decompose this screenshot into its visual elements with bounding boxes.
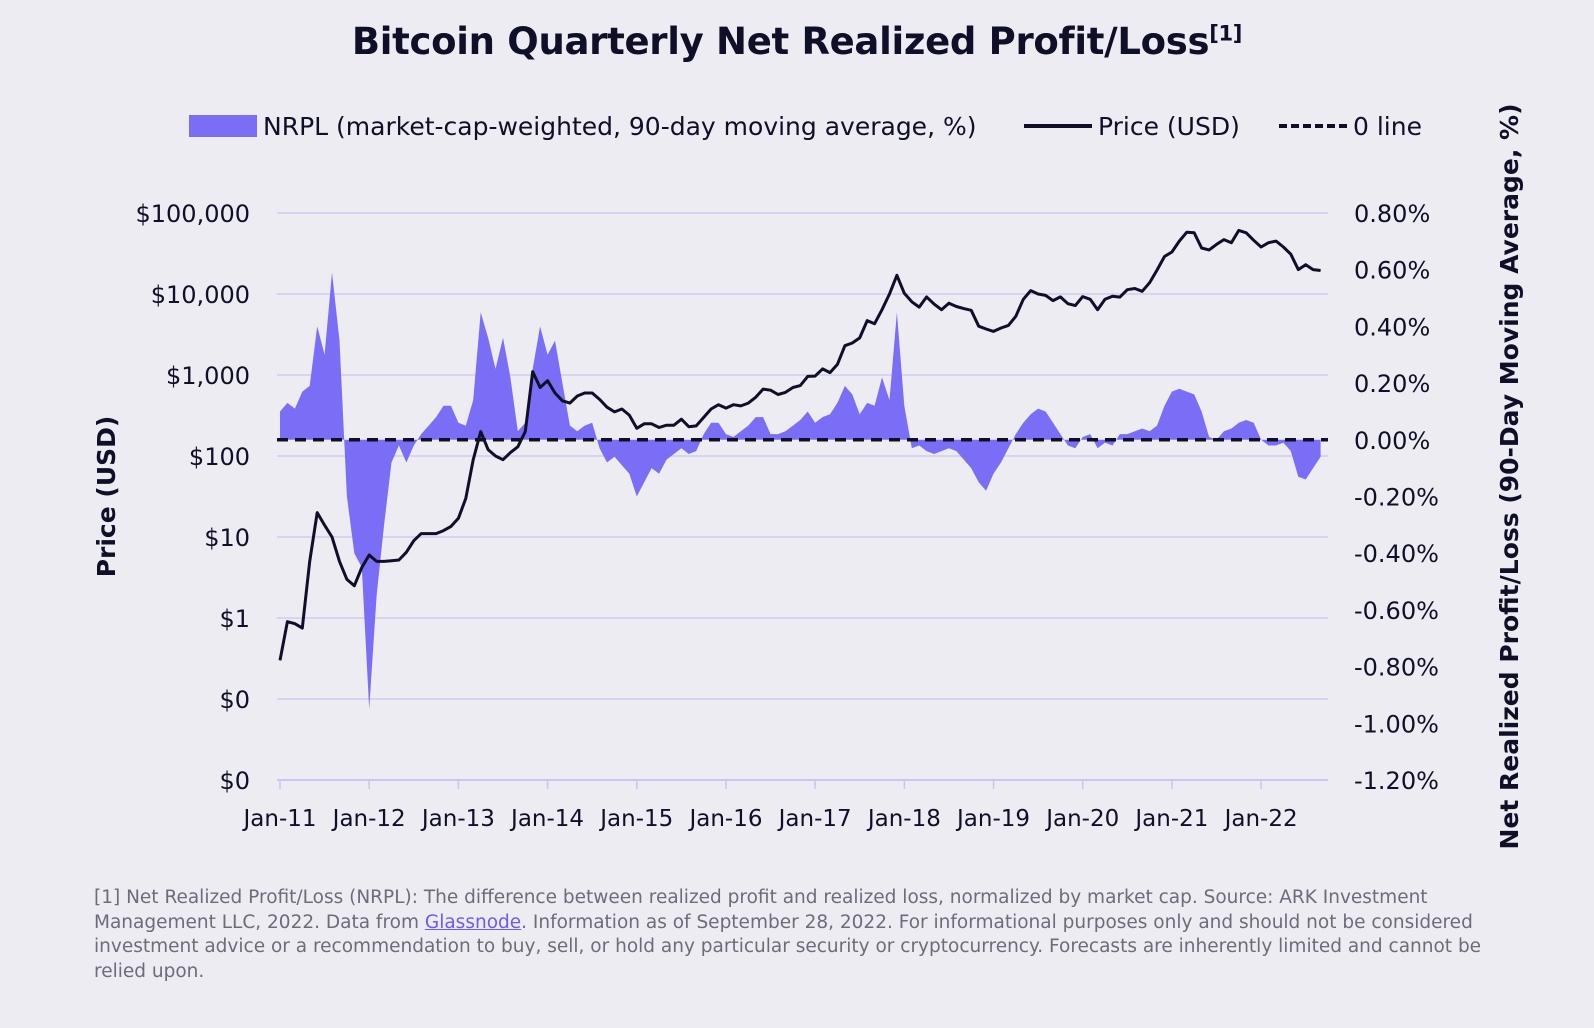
glassnode-link[interactable]: Glassnode <box>424 911 522 933</box>
chart-title-text: Bitcoin Quarterly Net Realized Profit/Lo… <box>351 20 1210 63</box>
legend-item-price: Price (USD) <box>1024 108 1240 144</box>
x-tick-label: Jan-19 <box>955 806 1030 832</box>
x-tick-label: Jan-11 <box>241 806 316 832</box>
x-tick-label: Jan-15 <box>598 806 673 832</box>
chart-svg: Jan-11 Jan-12 Jan-13 Jan-14 Jan-15 Jan-16 Jan-… <box>92 103 1524 849</box>
y-left-tick-label: $0 <box>219 686 250 714</box>
y-left-tick-label: $1 <box>219 605 250 633</box>
y-right-tick-label: 0.00% <box>1354 427 1430 455</box>
y-right-tick-label: -1.00% <box>1354 710 1439 738</box>
y-left-tick-label: $10 <box>204 524 250 552</box>
y-right-tick-label: 0.80% <box>1354 200 1430 228</box>
legend-item-nrpl: NRPL (market-cap-weighted, 90-day moving… <box>189 108 976 144</box>
y-right-tick-label: -0.20% <box>1354 484 1439 512</box>
legend-label-zero-line: 0 line <box>1353 111 1422 141</box>
y-right-tick-label: 0.20% <box>1354 370 1430 398</box>
y-left-tick-label: $100,000 <box>135 200 250 228</box>
gridlines <box>277 212 1328 700</box>
y-right-tick-label: 0.40% <box>1354 313 1430 341</box>
legend-swatch-nrpl <box>189 115 257 137</box>
y-axis-left-label: Price (USD) <box>92 416 121 578</box>
y-left-tick-label: $100 <box>189 443 250 471</box>
x-tick-label: Jan-16 <box>687 806 762 832</box>
legend-item-zero-line: 0 line <box>1279 108 1422 144</box>
footnote: [1] Net Realized Profit/Loss (NRPL): The… <box>94 886 1514 984</box>
y-axis-right-ticks: 0.80% 0.60% 0.40% 0.20% 0.00% -0.20% -0.40% -0.… <box>1354 200 1439 795</box>
price-line-series <box>278 228 1321 661</box>
nrpl-area-series <box>280 272 1321 710</box>
x-tick-label: Jan-13 <box>420 806 495 832</box>
y-right-tick-label: -0.40% <box>1354 540 1439 568</box>
x-tick-label: Jan-17 <box>777 806 852 832</box>
legend-swatch-zero-line <box>1279 124 1347 128</box>
x-axis-ticks: Jan-11 Jan-12 Jan-13 Jan-14 Jan-15 Jan-16 Jan-… <box>241 780 1298 832</box>
legend: NRPL (market-cap-weighted, 90-day moving… <box>0 108 1594 144</box>
y-right-tick-label: 0.60% <box>1354 257 1430 285</box>
chart-title: Bitcoin Quarterly Net Realized Profit/Lo… <box>0 20 1594 63</box>
y-left-tick-label: $1,000 <box>166 362 250 390</box>
y-right-tick-label: -0.60% <box>1354 597 1439 625</box>
x-tick-label: Jan-14 <box>509 806 584 832</box>
y-right-tick-label: -0.80% <box>1354 654 1439 682</box>
y-right-tick-label: -1.20% <box>1354 767 1439 795</box>
legend-label-price: Price (USD) <box>1098 111 1240 141</box>
footnote-text-1: [1] Net Realized Profit/Loss (NRPL): The… <box>94 887 1428 933</box>
footnote-text-2: . Information as of September 28, 2022. … <box>94 911 1482 982</box>
title-footnote-marker: [1] <box>1209 21 1243 46</box>
y-left-tick-label: $10,000 <box>151 281 250 309</box>
x-tick-label: Jan-22 <box>1223 806 1298 832</box>
y-axis-left-ticks: $100,000 $10,000 $1,000 $100 $10 $1 $0 $0 <box>135 200 250 795</box>
legend-swatch-price <box>1024 124 1092 128</box>
y-axis-right-label: Net Realized Profit/Loss (90-Day Moving … <box>1495 103 1524 849</box>
x-tick-label: Jan-18 <box>866 806 941 832</box>
legend-label-nrpl: NRPL (market-cap-weighted, 90-day moving… <box>263 111 977 141</box>
y-left-tick-label: $0 <box>219 767 250 795</box>
x-tick-label: Jan-12 <box>331 806 406 832</box>
x-tick-label: Jan-21 <box>1133 806 1208 832</box>
x-tick-label: Jan-20 <box>1044 806 1119 832</box>
